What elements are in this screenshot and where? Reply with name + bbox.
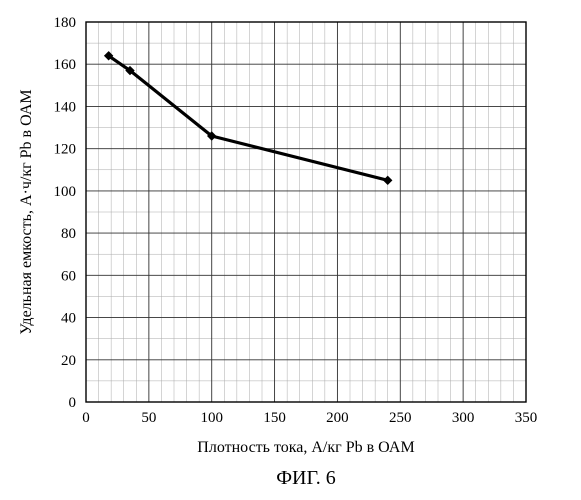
x-tick-label: 200: [326, 410, 349, 426]
y-tick-label: 120: [54, 142, 77, 158]
x-axis-label: Плотность тока, А/кг Pb в ОАМ: [197, 439, 414, 456]
figure-caption: ФИГ. 6: [276, 467, 336, 489]
x-tick-label: 150: [263, 410, 286, 426]
y-tick-label: 140: [54, 99, 77, 115]
y-tick-label: 20: [61, 353, 76, 369]
figure-container: 0 50 100 150 200 250 300 350 0 20 40 60 80 100 120 140…: [0, 0, 581, 500]
y-tick-label: 160: [54, 57, 77, 73]
x-tick-label: 300: [452, 410, 475, 426]
y-tick-label: 40: [61, 311, 76, 327]
y-tick-label: 80: [61, 226, 76, 242]
y-tick-label: 180: [54, 15, 77, 31]
x-tick-label: 100: [200, 410, 223, 426]
x-tick-label: 0: [82, 410, 90, 426]
y-tick-label: 60: [61, 268, 76, 284]
y-tick-label: 0: [69, 395, 77, 411]
y-tick-labels: 0 20 40 60 80 100 120 140 160 180: [54, 15, 77, 411]
y-tick-label: 100: [54, 184, 77, 200]
x-tick-label: 350: [515, 410, 538, 426]
x-tick-label: 50: [141, 410, 156, 426]
x-tick-label: 250: [389, 410, 412, 426]
chart-svg: 0 50 100 150 200 250 300 350 0 20 40 60 80 100 120 140…: [0, 0, 581, 500]
y-axis-label: Удельная емкость, А·ч/кг Pb в ОАМ: [18, 89, 35, 334]
x-tick-labels: 0 50 100 150 200 250 300 350: [82, 410, 537, 426]
